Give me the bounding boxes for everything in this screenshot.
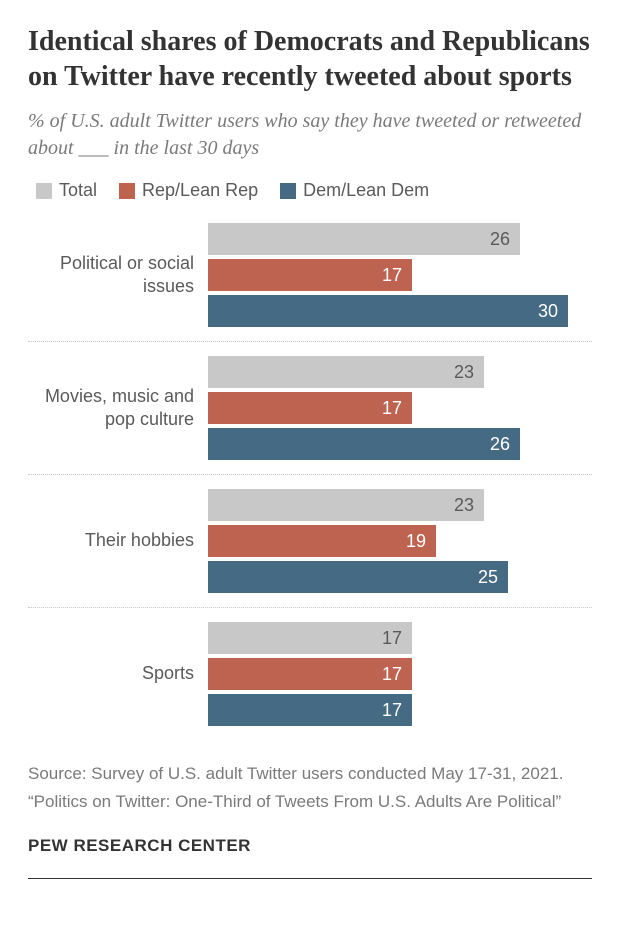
bar: 23 <box>208 489 484 521</box>
bar-row: 17 <box>208 658 592 690</box>
source-text: Source: Survey of U.S. adult Twitter use… <box>28 756 592 786</box>
chart-group: Movies, music and pop culture23 17 26 <box>28 341 592 474</box>
chart-group: Sports17 17 17 <box>28 607 592 740</box>
bars-wrap: 23 19 25 <box>208 485 592 597</box>
legend-item: Rep/Lean Rep <box>119 180 258 201</box>
bar: 17 <box>208 694 412 726</box>
bar: 17 <box>208 259 412 291</box>
bar: 17 <box>208 392 412 424</box>
bar: 26 <box>208 223 520 255</box>
bar-row: 17 <box>208 259 592 291</box>
report-text: “Politics on Twitter: One-Third of Tweet… <box>28 790 592 814</box>
bar-row: 30 <box>208 295 592 327</box>
group-label: Movies, music and pop culture <box>28 385 208 432</box>
legend-label: Total <box>59 180 97 201</box>
bars-wrap: 26 17 30 <box>208 219 592 331</box>
bar-row: 19 <box>208 525 592 557</box>
bar-row: 23 <box>208 489 592 521</box>
legend: Total Rep/Lean Rep Dem/Lean Dem <box>28 180 592 201</box>
org-name: PEW RESEARCH CENTER <box>28 836 592 874</box>
legend-swatch <box>119 183 135 199</box>
bar-row: 26 <box>208 223 592 255</box>
legend-swatch <box>36 183 52 199</box>
bar: 26 <box>208 428 520 460</box>
bar-row: 17 <box>208 694 592 726</box>
group-label: Political or social issues <box>28 252 208 299</box>
legend-label: Rep/Lean Rep <box>142 180 258 201</box>
chart-group: Political or social issues26 17 30 <box>28 219 592 341</box>
bar: 23 <box>208 356 484 388</box>
chart-title: Identical shares of Democrats and Republ… <box>28 24 592 94</box>
bar: 17 <box>208 658 412 690</box>
bar-row: 23 <box>208 356 592 388</box>
bar-row: 26 <box>208 428 592 460</box>
bar-row: 17 <box>208 392 592 424</box>
chart-subtitle: % of U.S. adult Twitter users who say th… <box>28 108 592 162</box>
legend-item: Total <box>36 180 97 201</box>
bar-row: 17 <box>208 622 592 654</box>
bottom-rule <box>28 878 592 879</box>
bars-wrap: 23 17 26 <box>208 352 592 464</box>
bar: 17 <box>208 622 412 654</box>
bars-wrap: 17 17 17 <box>208 618 592 730</box>
bar: 30 <box>208 295 568 327</box>
bar: 25 <box>208 561 508 593</box>
bar-chart: Political or social issues261730Movies, … <box>28 219 592 740</box>
group-label: Sports <box>28 662 208 685</box>
legend-label: Dem/Lean Dem <box>303 180 429 201</box>
bar: 19 <box>208 525 436 557</box>
legend-swatch <box>280 183 296 199</box>
chart-group: Their hobbies23 19 25 <box>28 474 592 607</box>
group-label: Their hobbies <box>28 529 208 552</box>
legend-item: Dem/Lean Dem <box>280 180 429 201</box>
bar-row: 25 <box>208 561 592 593</box>
